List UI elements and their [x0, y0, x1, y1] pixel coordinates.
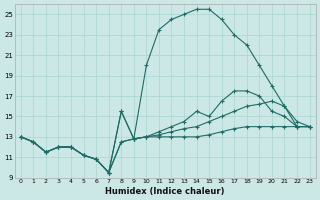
X-axis label: Humidex (Indice chaleur): Humidex (Indice chaleur) — [106, 187, 225, 196]
